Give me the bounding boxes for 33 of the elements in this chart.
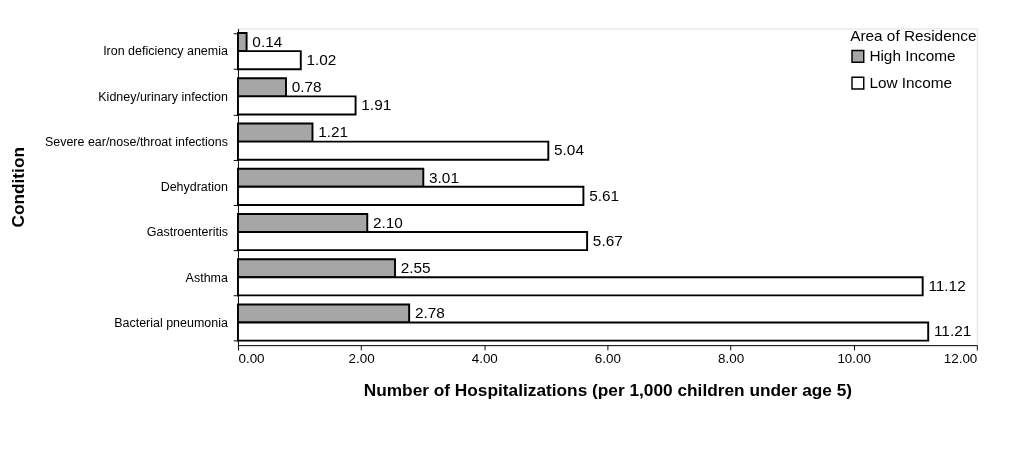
x-tick-label: 10.00: [837, 350, 871, 366]
y-tick-label: Asthma: [185, 270, 228, 285]
y-tick-label: Kidney/urinary infection: [98, 89, 228, 104]
data-label: 1.91: [361, 96, 392, 114]
y-tick-label: Gastroenteritis: [146, 225, 228, 240]
y-axis-title: Condition: [7, 147, 28, 228]
y-tick-label: Dehydration: [160, 180, 228, 195]
data-label: 11.12: [928, 277, 966, 295]
data-label: 5.61: [589, 186, 620, 204]
data-label: 0.14: [252, 32, 283, 50]
x-tick-label: 8.00: [717, 350, 745, 366]
x-tick-label: 12.00: [943, 350, 978, 366]
data-label: 2.78: [414, 304, 445, 322]
data-label: 5.67: [592, 231, 623, 249]
data-label: 2.55: [400, 259, 431, 277]
data-label: 0.78: [291, 78, 322, 96]
y-tick-label: Iron deficiency anemia: [103, 44, 228, 59]
x-axis-title: Number of Hospitalizations (per 1,000 children under age 5): [363, 380, 853, 401]
legend-label: Low Income: [869, 73, 953, 91]
data-label: 11.21: [933, 322, 972, 340]
x-tick-label: 2.00: [348, 350, 375, 366]
y-tick-label: Severe ear/nose/throat infections: [44, 134, 228, 149]
data-label: 5.04: [554, 141, 585, 159]
x-tick-label: 0.00: [238, 350, 265, 366]
data-label: 1.02: [306, 50, 337, 68]
x-tick-label: 6.00: [594, 350, 621, 366]
legend-title: Area of Residence: [850, 26, 977, 44]
data-label: 1.21: [318, 123, 349, 141]
data-label: 2.10: [373, 213, 403, 231]
y-tick-label: Bacterial pneumonia: [114, 315, 228, 330]
data-label: 3.01: [429, 168, 459, 186]
legend-label: High Income: [869, 47, 956, 65]
x-tick-label: 4.00: [471, 350, 498, 366]
